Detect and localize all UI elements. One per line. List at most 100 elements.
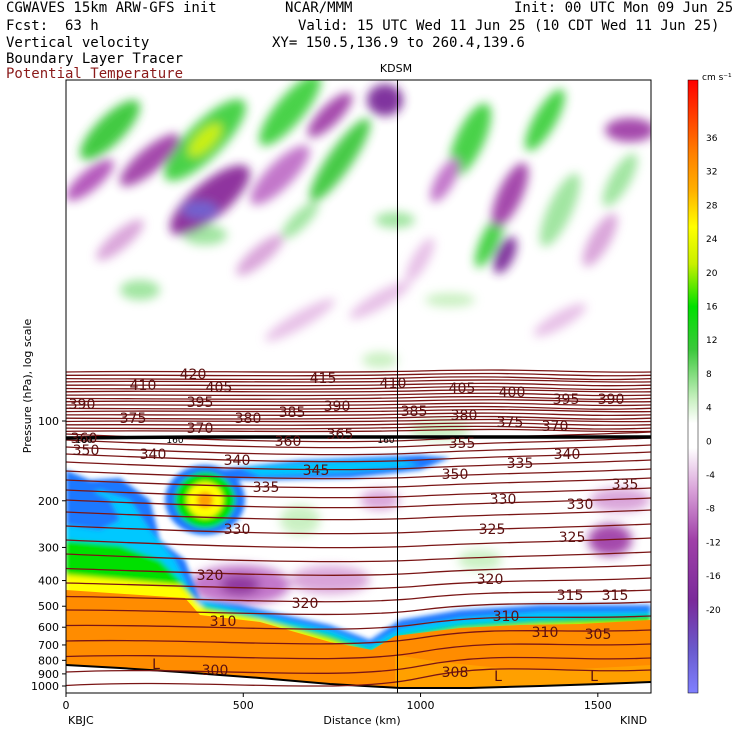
isentrope-line (66, 509, 651, 521)
y-tick-label: 300 (38, 541, 59, 554)
isentrope-label: 325 (559, 530, 586, 546)
tropopause-label: 160 (166, 436, 183, 446)
y-axis-label: Pressure (hPa), log scale (21, 319, 34, 454)
isentrope-label: 375 (497, 415, 524, 431)
isentrope-line (66, 497, 651, 509)
isentrope-line (66, 408, 651, 413)
plot-frame (65, 79, 652, 694)
velocity-field (66, 80, 651, 693)
isentrope-label: 340 (224, 453, 251, 469)
isentrope-label: 308 (442, 665, 469, 681)
isentrope-label: 335 (507, 456, 534, 472)
y-tick-label: 600 (38, 621, 59, 634)
init-time: Init: 00 UTC Mon 09 Jun 25 (514, 0, 734, 16)
isentrope-label: 395 (187, 395, 214, 411)
isentrope-line (66, 369, 651, 373)
colorbar-unit: cm s⁻¹ (702, 73, 732, 83)
isentrope-label: 315 (557, 588, 584, 604)
isentrope-line (66, 577, 651, 590)
isentrope-line (66, 386, 651, 391)
isentrope-line (66, 643, 651, 660)
isentrope-label: 310 (210, 614, 237, 630)
y-tick-label: 100 (38, 415, 59, 428)
isentrope-line (66, 437, 651, 449)
isentrope-line (66, 629, 651, 645)
isentrope-label: 380 (235, 411, 262, 427)
field-vertical-velocity: Vertical velocity (6, 35, 150, 51)
isentrope-line (66, 425, 651, 430)
isentrope-label: 410 (130, 378, 157, 394)
isentrope-line (66, 428, 651, 433)
isentrope-label: 335 (253, 480, 280, 496)
xy-range: XY= 150.5,136.9 to 260.4,139.6 (272, 35, 525, 51)
isentrope-line (66, 615, 651, 630)
isentrope-line (66, 487, 651, 499)
colorbar (687, 79, 699, 694)
right-endpoint-label: KIND (620, 714, 647, 727)
isentrope-label: 375 (120, 411, 147, 427)
isentrope-label: 380 (451, 408, 478, 424)
field-potential-temperature: Potential Temperature (6, 66, 184, 82)
tropopause-label: 160 (377, 436, 394, 446)
isentrope-labels: 420 410 405 415 410 405 400 390 390 395 395 375 380 3… (69, 367, 639, 685)
low-marker: L (152, 657, 160, 673)
isentrope-line (66, 459, 651, 471)
x-tick-label: 1500 (584, 699, 612, 712)
model-title: CGWAVES 15km ARW-GFS init (6, 0, 217, 16)
org-label: NCAR/MMM (285, 0, 353, 16)
isentrope-label: 355 (449, 436, 476, 452)
isentrope-label: 390 (324, 399, 351, 415)
colorbar-tick-label: 16 (706, 303, 718, 313)
isentrope-line (66, 422, 651, 426)
isentrope-line (66, 376, 651, 381)
isentrope-line (66, 523, 651, 535)
kdsm-label: KDSM (380, 62, 412, 75)
isentrope-label: 370 (187, 421, 214, 437)
y-tick-label: 500 (38, 600, 59, 613)
field-boundary-layer-tracer: Boundary Layer Tracer (6, 51, 184, 67)
isentrope-line (66, 405, 651, 410)
isentrope-label: 390 (69, 397, 96, 413)
isentrope-line (66, 412, 651, 417)
isentrope-label: 325 (479, 522, 506, 538)
isentrope-label: 365 (327, 427, 354, 443)
isentrope-label: 405 (449, 381, 476, 397)
isentrope-label: 370 (542, 419, 569, 435)
isentrope-label: 340 (554, 447, 581, 463)
isentrope-line (66, 392, 651, 397)
y-tick-label: 800 (38, 654, 59, 667)
isentrope-line (66, 537, 651, 549)
y-tick-label: 1000 (31, 680, 59, 693)
colorbar-tick-label: -16 (706, 572, 721, 582)
isentrope-line (66, 451, 651, 463)
isentrope-label: 390 (598, 392, 625, 408)
isentrope-label: 320 (197, 568, 224, 584)
isentrope-label: 350 (73, 443, 100, 459)
isentrope-label: 395 (553, 392, 580, 408)
isentrope-label: 310 (493, 609, 520, 625)
isentrope-line (66, 402, 651, 407)
isentrope-line (66, 551, 651, 563)
isentrope-label: 320 (477, 572, 504, 588)
isentrope-label: 315 (602, 588, 629, 604)
isentrope-line (66, 656, 651, 675)
low-marker: L (494, 669, 502, 685)
isentrope-label: 320 (292, 596, 319, 612)
colorbar-tick-label: 28 (706, 201, 718, 211)
isentrope-label: 420 (180, 367, 207, 383)
isentrope-line (66, 399, 651, 403)
isentrope-label: 400 (499, 385, 526, 401)
x-axis-label: Distance (km) (323, 714, 400, 727)
colorbar-tick-label: 8 (706, 370, 712, 380)
isentrope-line (66, 379, 651, 383)
colorbar-tick-label: -12 (706, 538, 721, 548)
terrain (66, 665, 651, 693)
isentrope-label: 385 (279, 405, 306, 421)
isentrope-line (66, 382, 651, 387)
valid-time: Valid: 15 UTC Wed 11 Jun 25 (10 CDT Wed … (298, 18, 720, 34)
isentrope-label: 330 (567, 497, 594, 513)
isentrope-label: 310 (532, 625, 559, 641)
x-tick-label: 1000 (407, 699, 435, 712)
x-tick-label: 0 (63, 699, 70, 712)
